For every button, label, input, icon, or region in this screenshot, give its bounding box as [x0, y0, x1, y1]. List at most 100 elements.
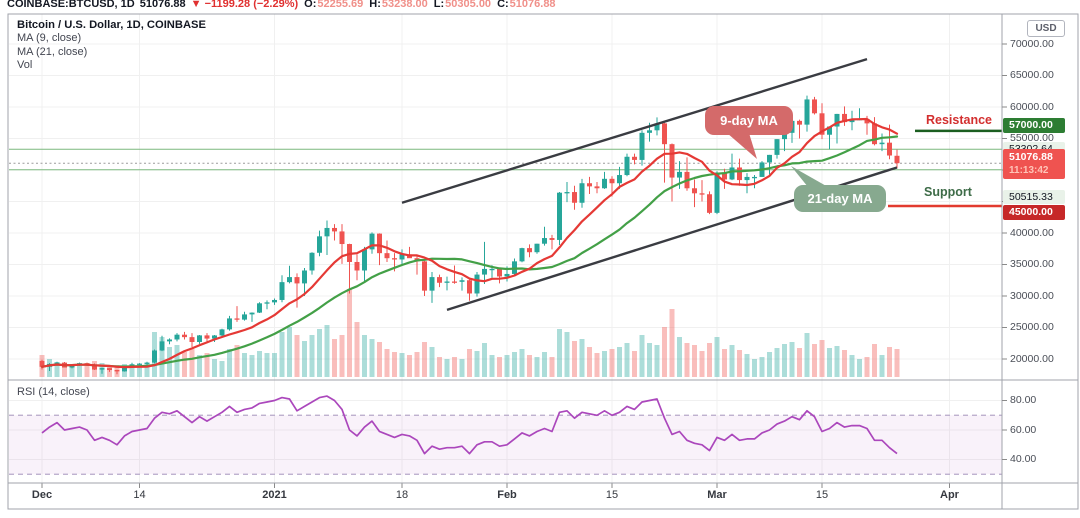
candle-body	[669, 144, 675, 178]
volume-bar	[489, 355, 495, 377]
price-tick-label: 30000.00	[1010, 289, 1054, 302]
volume-bar	[62, 363, 67, 377]
volume-bar	[77, 365, 82, 377]
volume-bar	[467, 349, 472, 377]
ma21-line	[40, 135, 899, 368]
legend-volume[interactable]: Vol	[17, 59, 33, 72]
price-tick-label: 55000.00	[1010, 132, 1054, 144]
volume-bar	[339, 335, 345, 377]
volume-bar	[684, 343, 690, 377]
volume-bar	[159, 337, 165, 377]
candle-body	[647, 130, 652, 133]
candle-body	[527, 248, 532, 253]
volume-bar	[294, 335, 300, 377]
volume-bar	[257, 351, 262, 377]
candle-body	[654, 123, 660, 131]
candle-body	[624, 156, 630, 176]
candle-body	[107, 368, 112, 371]
candle-body	[212, 335, 217, 339]
candle-body	[287, 277, 292, 283]
open-value: 52255.69	[317, 0, 364, 10]
volume-bar	[879, 355, 885, 377]
volume-bar	[699, 351, 705, 377]
volume-bar	[69, 365, 75, 377]
candle-body	[819, 113, 825, 135]
volume-bar	[557, 329, 562, 377]
volume-bar	[707, 343, 712, 377]
ma9-callout-bubble: 9-day MA	[705, 106, 793, 135]
candle-body	[444, 281, 450, 283]
volume-bar	[482, 343, 487, 377]
volume-bar	[624, 343, 630, 377]
candle-body	[752, 176, 757, 179]
volume-bar	[287, 327, 292, 377]
volume-bar	[332, 339, 337, 377]
volume-bar	[782, 344, 787, 377]
volume-bar	[392, 352, 397, 377]
volume-bar	[894, 349, 900, 377]
volume-bar	[864, 357, 870, 377]
candle-body	[204, 335, 210, 339]
candle-body	[197, 335, 202, 342]
candle-body	[722, 172, 727, 180]
time-tick-label: 15	[605, 489, 619, 501]
candle-body	[467, 280, 472, 294]
candle-body	[182, 334, 187, 338]
volume-bar	[129, 365, 135, 377]
volume-bar	[617, 347, 622, 377]
chart-legend: Bitcoin / U.S. Dollar, 1D, COINBASE MA (…	[17, 19, 206, 73]
ma21-bubble-tail	[791, 166, 828, 187]
volume-bar	[362, 335, 367, 377]
legend-ma9[interactable]: MA (9, close)	[17, 32, 82, 45]
volume-bar	[197, 355, 202, 377]
candle-body	[609, 178, 615, 184]
volume-bar	[542, 352, 547, 377]
candle-body	[662, 123, 667, 145]
candle-body	[249, 312, 255, 315]
volume-bar	[504, 355, 510, 377]
close-value: 51076.88	[509, 0, 556, 10]
candle-body	[534, 243, 540, 253]
candle-body	[384, 253, 390, 259]
candle-body	[564, 192, 570, 194]
candle-body	[542, 238, 547, 244]
candle-body	[602, 178, 607, 189]
currency-toggle-button[interactable]: USD	[1027, 20, 1065, 37]
candle-body	[557, 192, 562, 240]
volume-bar	[752, 359, 757, 377]
last-price-value: 51076.88	[1009, 151, 1053, 163]
volume-bar	[84, 365, 90, 377]
candle-body	[122, 366, 127, 372]
candle-body	[189, 337, 195, 342]
ticker-symbol[interactable]: COINBASE:BTCUSD, 1D	[7, 0, 135, 10]
volume-bar	[324, 325, 330, 377]
candle-body	[632, 156, 637, 160]
volume-bar	[227, 349, 232, 377]
candle-body	[782, 132, 787, 140]
candle-body	[242, 314, 247, 320]
volume-bar	[242, 353, 247, 377]
candle-body	[872, 123, 877, 145]
volume-bar	[692, 345, 697, 377]
volume-bar	[572, 341, 577, 377]
rsi-line	[41, 395, 898, 455]
legend-ma21[interactable]: MA (21, close)	[17, 45, 88, 58]
candle-body	[309, 252, 315, 271]
volume-bar	[347, 289, 352, 377]
volume-bar	[452, 357, 457, 377]
rsi-legend[interactable]: RSI (14, close)	[17, 386, 90, 398]
volume-bar	[677, 337, 682, 377]
legend-symbol-title[interactable]: Bitcoin / U.S. Dollar, 1D, COINBASE	[17, 19, 206, 31]
candle-body	[137, 363, 142, 365]
candle-body	[579, 183, 585, 203]
volume-bar	[519, 349, 525, 377]
volume-bar	[564, 332, 570, 377]
low-label: L:	[433, 0, 445, 10]
volume-bar	[249, 355, 255, 377]
candle-body	[594, 186, 600, 189]
volume-bar	[767, 352, 772, 377]
candle-body	[452, 281, 457, 283]
volume-bar	[744, 354, 750, 377]
candle-body	[639, 132, 645, 160]
